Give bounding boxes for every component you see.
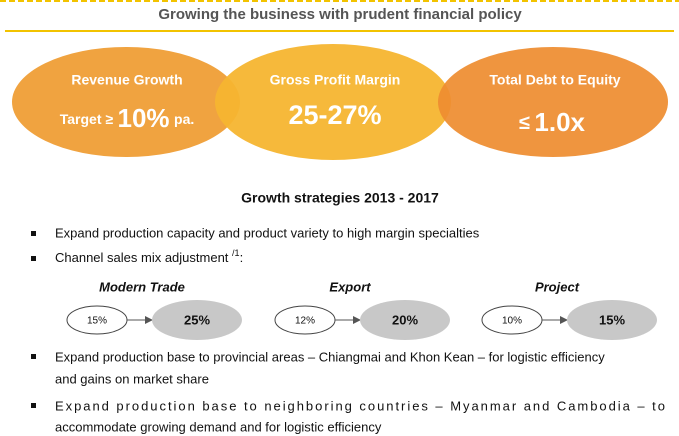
- channel-name: Project: [535, 279, 580, 294]
- bullet: [31, 231, 36, 236]
- bullet-text: accommodate growing demand and for logis…: [55, 419, 382, 434]
- bullet-text: Expand production capacity and product v…: [55, 225, 480, 240]
- channel-name: Export: [329, 279, 371, 294]
- bullet-text: Expand production base to provincial are…: [55, 349, 605, 364]
- to-ellipse: [152, 300, 242, 340]
- bullet: [31, 403, 36, 408]
- bullet-text: Expand production base to neighboring co…: [55, 398, 665, 413]
- from-value: 10%: [502, 316, 522, 327]
- bullet-text-main: Channel sales mix adjustment: [55, 250, 229, 265]
- from-value: 15%: [87, 316, 107, 327]
- section-title: Growth strategies 2013 - 2017: [241, 190, 439, 206]
- to-value: 20%: [392, 312, 418, 327]
- target-suffix: pa.: [174, 111, 194, 127]
- colon: :: [240, 250, 244, 265]
- highlight-value: 25-27%: [288, 100, 381, 130]
- highlight-ellipse: [12, 47, 240, 157]
- footnote-ref: /1: [232, 248, 240, 258]
- highlight-ellipse: [215, 44, 451, 160]
- channels: Modern Trade 15% 25% Export 12% 20% Project 10%…: [66, 279, 657, 340]
- bullet-text: and gains on market share: [55, 371, 209, 386]
- bullet: [31, 256, 36, 261]
- from-value: 12%: [295, 316, 315, 327]
- highlight-title: Total Debt to Equity: [489, 72, 620, 88]
- bullet-text: Channel sales mix adjustment /1:: [55, 248, 243, 265]
- target-value: 1.0x: [534, 107, 585, 137]
- to-ellipse: [567, 300, 657, 340]
- page-title: Growing the business with prudent financ…: [158, 6, 522, 23]
- highlight-ellipse: [438, 47, 668, 157]
- channel-name: Modern Trade: [99, 279, 185, 294]
- highlight-target: Target ≥ 10% pa.: [60, 103, 195, 133]
- target-value: 10%: [118, 103, 170, 133]
- bullet: [31, 354, 36, 359]
- highlight-title: Revenue Growth: [71, 72, 182, 88]
- to-ellipse: [360, 300, 450, 340]
- target-prefix: ≤: [519, 112, 530, 134]
- highlight-target: ≤ 1.0x: [519, 107, 586, 137]
- to-value: 25%: [184, 312, 210, 327]
- to-value: 15%: [599, 312, 625, 327]
- highlight-title: Gross Profit Margin: [270, 72, 401, 88]
- target-prefix: Target ≥: [60, 111, 114, 127]
